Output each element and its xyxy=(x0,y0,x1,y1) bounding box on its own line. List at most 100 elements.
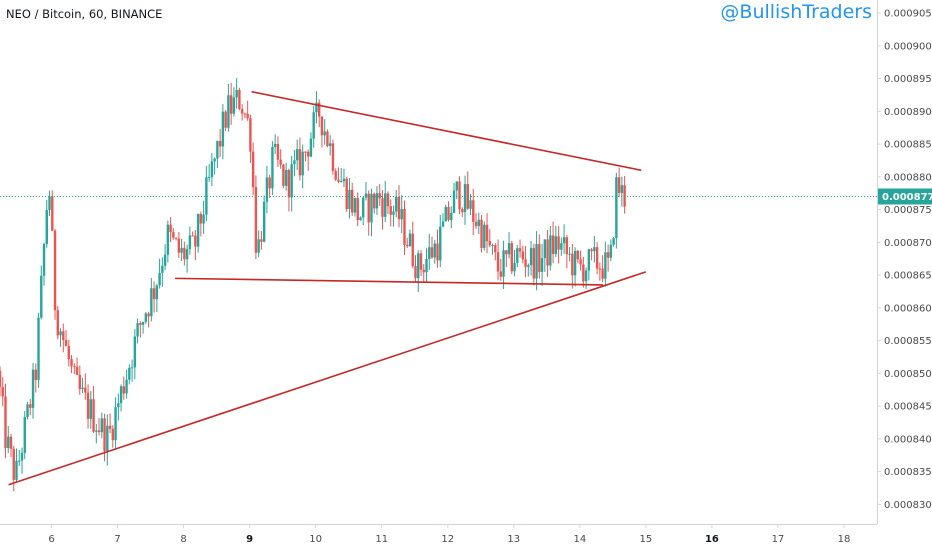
candle xyxy=(271,141,274,196)
candle xyxy=(293,149,296,177)
candle-body xyxy=(309,138,313,157)
trendline-upper[interactable] xyxy=(251,90,642,172)
candle xyxy=(334,168,337,182)
candle xyxy=(97,418,101,436)
price-tick-label: 0.000880 xyxy=(884,172,932,183)
candle xyxy=(139,321,142,338)
time-tick-label: 13 xyxy=(507,534,520,545)
candle xyxy=(163,244,167,271)
candle-body xyxy=(560,243,563,250)
candle-body xyxy=(81,387,84,390)
candle-body xyxy=(84,387,87,393)
candle-body xyxy=(411,233,414,266)
candle-body xyxy=(403,208,406,245)
candle xyxy=(62,323,65,353)
candle-body xyxy=(238,89,241,110)
candle-body xyxy=(196,213,200,247)
candle-body xyxy=(67,346,70,360)
candle xyxy=(235,78,238,109)
price-tick-label: 0.000885 xyxy=(884,140,932,151)
candle xyxy=(461,207,464,217)
candle xyxy=(513,249,516,277)
candle-body xyxy=(59,331,62,336)
candle-body xyxy=(4,396,7,449)
candle-body xyxy=(351,189,354,213)
candle-body xyxy=(441,221,445,227)
candle-body xyxy=(620,185,624,193)
candle-body xyxy=(12,448,15,480)
candle xyxy=(103,413,106,462)
candle-body xyxy=(125,379,128,394)
candle-body xyxy=(293,160,296,165)
candle-body xyxy=(450,212,453,221)
candle-body xyxy=(320,116,324,136)
candle-body xyxy=(499,271,502,277)
candle-body xyxy=(527,265,530,267)
candle-body xyxy=(56,310,59,336)
time-tick-label: 7 xyxy=(114,534,120,545)
candle xyxy=(389,199,392,227)
candle xyxy=(367,190,370,236)
trendline-support[interactable] xyxy=(174,277,603,286)
candle xyxy=(216,140,219,168)
candle xyxy=(359,216,362,221)
price-tick-label: 0.000875 xyxy=(884,205,932,216)
candle xyxy=(419,250,423,276)
candle xyxy=(317,99,321,128)
candle xyxy=(510,240,514,275)
candle xyxy=(290,155,293,212)
candle xyxy=(595,242,599,275)
candle-body xyxy=(485,224,489,242)
candle xyxy=(95,423,98,444)
candle xyxy=(194,229,197,261)
candle xyxy=(210,152,214,187)
time-tick-label: 16 xyxy=(705,534,719,545)
candle xyxy=(576,250,580,264)
candle-body xyxy=(576,250,580,260)
candle xyxy=(199,211,203,237)
candle-body xyxy=(78,374,81,390)
candle xyxy=(571,244,574,289)
candle-body xyxy=(323,131,326,136)
candle-body xyxy=(444,206,447,222)
candle xyxy=(268,174,271,199)
candle-body xyxy=(436,243,439,261)
candle-body xyxy=(218,140,222,147)
candle xyxy=(436,229,439,268)
candle-body xyxy=(147,313,150,317)
candle xyxy=(562,224,566,254)
candle-body xyxy=(92,399,95,432)
candle xyxy=(29,398,32,416)
candle xyxy=(557,226,560,264)
candle xyxy=(249,114,252,163)
candle-body xyxy=(505,250,508,255)
candle-body xyxy=(70,359,73,367)
candle-body xyxy=(89,399,93,419)
candle xyxy=(345,176,348,212)
candle-body xyxy=(31,369,35,408)
candle xyxy=(18,450,21,466)
candle xyxy=(177,232,181,258)
candle xyxy=(240,104,244,121)
candle xyxy=(505,249,508,268)
candle-body xyxy=(524,259,527,267)
candle xyxy=(483,221,486,251)
candle xyxy=(183,241,186,266)
candle xyxy=(408,229,412,248)
candle-body xyxy=(483,224,486,248)
candle-body xyxy=(216,140,219,159)
time-axis[interactable]: 6 7 8 9 10 11 12 13 14 15 16 17 18 xyxy=(0,524,877,545)
candle-body xyxy=(18,460,21,462)
candle-body xyxy=(51,196,54,231)
price-axis[interactable]: 0.000830 0.000835 0.000840 0.000845 0.000850… xyxy=(877,0,932,524)
trendline-lower[interactable] xyxy=(8,271,647,486)
candle xyxy=(491,243,494,255)
candle xyxy=(70,354,73,374)
candle xyxy=(364,182,368,201)
candle xyxy=(540,243,544,286)
candle-body xyxy=(40,275,43,318)
candle xyxy=(136,318,139,344)
candle xyxy=(598,262,602,281)
candle xyxy=(452,182,456,214)
